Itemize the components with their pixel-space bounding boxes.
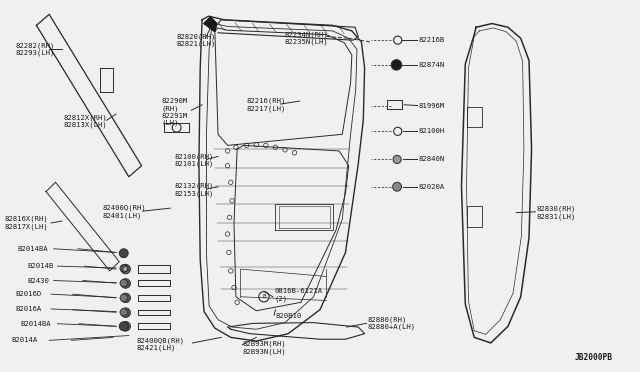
Text: 82020A: 82020A [419,184,445,190]
Text: 82840N: 82840N [419,156,445,163]
Ellipse shape [393,182,401,191]
Text: 82812X(RH)
82813X(LH): 82812X(RH) 82813X(LH) [64,114,108,128]
Text: B: B [262,294,266,299]
Ellipse shape [121,279,131,288]
Text: 82874N: 82874N [419,62,445,68]
Text: 82820(RH)
B2821(LH): 82820(RH) B2821(LH) [177,33,216,47]
Text: B2014BA: B2014BA [20,321,51,327]
Text: JB2000PB: JB2000PB [575,353,613,362]
Ellipse shape [119,322,128,331]
Text: 820B10: 820B10 [275,313,301,319]
Text: 82816X(RH)
82817X(LH): 82816X(RH) 82817X(LH) [4,216,49,230]
Text: B2430: B2430 [27,278,49,283]
Text: 82B93M(RH)
82B93N(LH): 82B93M(RH) 82B93N(LH) [243,341,286,355]
Ellipse shape [119,249,128,258]
Ellipse shape [123,266,128,272]
Text: 82400QB(RH)
82421(LH): 82400QB(RH) 82421(LH) [136,337,184,351]
Text: 82400Q(RH)
82401(LH): 82400Q(RH) 82401(LH) [102,205,146,219]
Text: 82100H: 82100H [419,128,445,134]
Ellipse shape [121,308,131,317]
Text: 81996M: 81996M [419,103,445,109]
Text: B2016D: B2016D [15,291,42,297]
Ellipse shape [123,281,128,286]
Text: 0816B-6121A
(2): 0816B-6121A (2) [274,288,323,302]
Ellipse shape [123,324,128,329]
Text: 82234N(RH)
82235N(LH): 82234N(RH) 82235N(LH) [285,31,329,45]
Ellipse shape [393,155,401,163]
Text: 82880(RH)
82880+A(LH): 82880(RH) 82880+A(LH) [368,316,416,330]
Text: B2014A: B2014A [11,337,37,343]
Ellipse shape [123,310,128,315]
Text: 82100(RH)
82101(LH): 82100(RH) 82101(LH) [175,153,214,167]
Text: B2014B: B2014B [27,263,53,269]
Ellipse shape [120,294,127,302]
Ellipse shape [121,321,131,331]
Polygon shape [204,17,217,32]
Text: 82282(RH)
82293(LH): 82282(RH) 82293(LH) [15,42,55,57]
Text: B2014BA: B2014BA [17,246,48,252]
Text: 82290M
(RH)
82291M
(LH): 82290M (RH) 82291M (LH) [162,98,188,126]
Text: 82216B: 82216B [419,37,445,43]
Text: 82216(RH)
82217(LH): 82216(RH) 82217(LH) [246,98,286,112]
Text: 82132(RH)
82153(LH): 82132(RH) 82153(LH) [175,183,214,197]
Ellipse shape [391,60,402,70]
Ellipse shape [121,293,131,303]
Ellipse shape [121,264,131,274]
Text: 82830(RH)
82831(LH): 82830(RH) 82831(LH) [537,206,576,219]
Text: B2016A: B2016A [15,306,42,312]
Ellipse shape [120,309,127,316]
Ellipse shape [120,279,127,287]
Ellipse shape [123,295,128,301]
